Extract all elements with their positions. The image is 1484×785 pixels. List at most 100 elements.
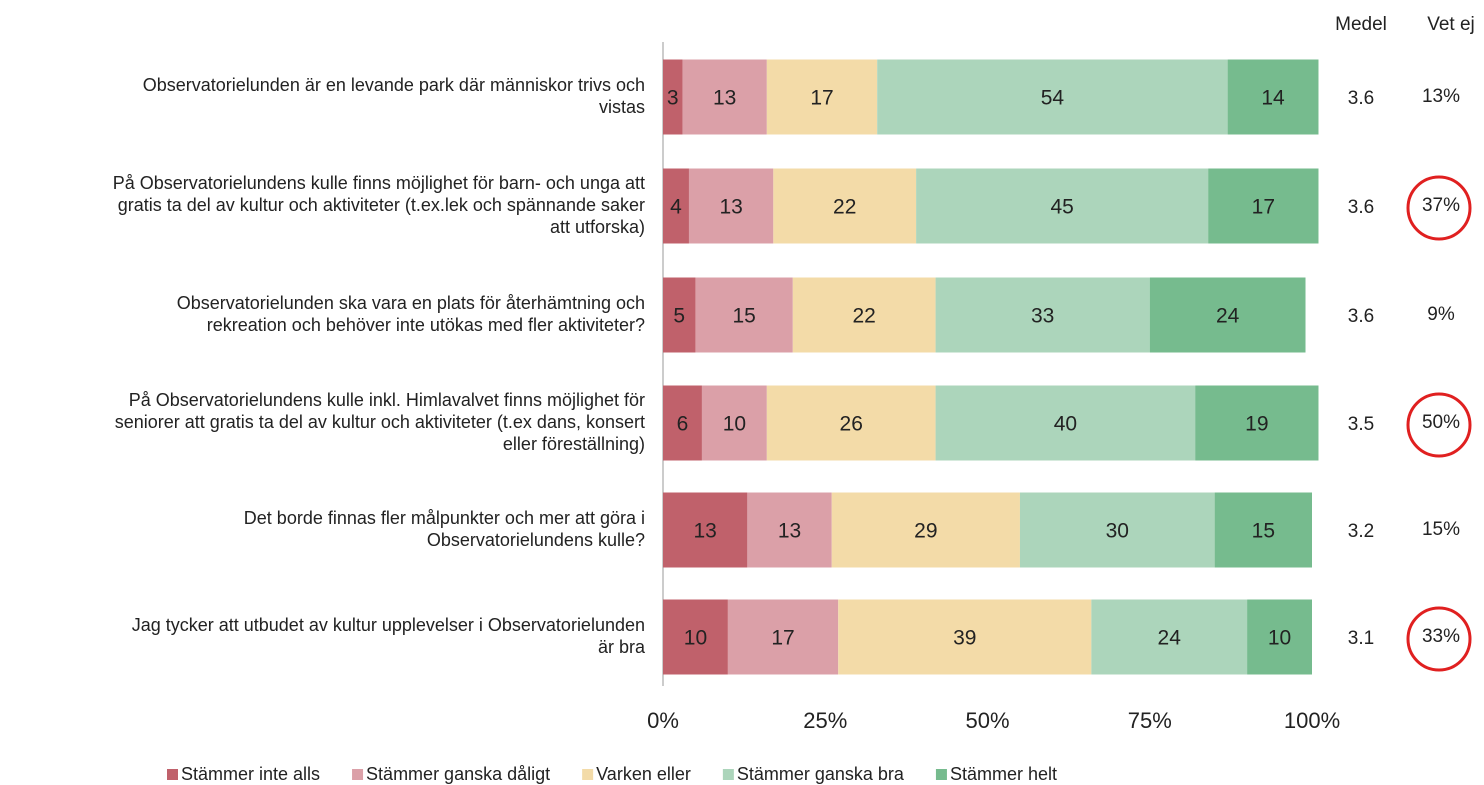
data-label: 13 <box>694 520 717 543</box>
data-label: 6 <box>677 413 689 436</box>
data-label: 24 <box>1216 305 1240 328</box>
x-tick-label: 100% <box>1284 708 1340 733</box>
data-label: 24 <box>1158 627 1182 650</box>
medel-value: 3.6 <box>1348 306 1374 327</box>
highlight-circle <box>1406 175 1472 241</box>
highlight-circle <box>1406 392 1472 458</box>
vet-ej-value: 15% <box>1422 519 1460 540</box>
data-label: 17 <box>771 627 794 650</box>
data-label: 26 <box>840 413 863 436</box>
bar-segment <box>1227 59 1319 135</box>
vet-ej-value: 50% <box>1422 412 1460 433</box>
category-label: är bra <box>598 637 646 657</box>
bar-segment <box>663 168 689 244</box>
data-label: 22 <box>853 305 876 328</box>
category-label: På Observatorielundens kulle inkl. Himla… <box>129 390 645 410</box>
medel-value: 3.5 <box>1348 414 1374 435</box>
data-label: 13 <box>719 196 742 219</box>
bar-segment <box>663 59 683 135</box>
vet-ej-value: 37% <box>1422 195 1460 216</box>
data-label: 40 <box>1054 413 1077 436</box>
category-label: Det borde finnas fler målpunkter och mer… <box>244 508 645 528</box>
x-tick-label: 0% <box>647 708 679 733</box>
data-label: 17 <box>1252 196 1275 219</box>
bar-segment <box>701 385 767 461</box>
legend-label: Stämmer ganska bra <box>737 764 905 784</box>
legend-label: Stämmer inte alls <box>181 764 320 784</box>
bar-segment <box>663 599 728 675</box>
bar-segment <box>766 385 936 461</box>
category-label: Jag tycker att utbudet av kultur uppleve… <box>132 615 645 635</box>
bar-segment <box>1214 492 1312 568</box>
bar-segment <box>1019 492 1215 568</box>
bar-segment <box>792 277 936 353</box>
bar-segment <box>682 59 767 135</box>
bar-segment <box>1208 168 1319 244</box>
bar-segment <box>688 168 774 244</box>
legend-label: Varken eller <box>596 764 691 784</box>
bar-segment <box>916 168 1209 244</box>
bar-segment <box>1247 599 1312 675</box>
data-label: 19 <box>1245 413 1268 436</box>
vet-ej-value: 9% <box>1427 304 1455 325</box>
category-label: Observatorielundens kulle? <box>427 530 645 550</box>
x-tick-label: 75% <box>1128 708 1172 733</box>
x-tick-label: 25% <box>803 708 847 733</box>
data-label: 17 <box>810 87 833 110</box>
bar-segment <box>663 277 696 353</box>
category-label: gratis ta del av kultur och aktiviteter … <box>118 195 645 215</box>
bar-segment <box>877 59 1228 135</box>
medel-value: 3.1 <box>1348 628 1374 649</box>
category-label: vistas <box>599 97 645 117</box>
data-label: 10 <box>723 413 746 436</box>
x-tick-label: 50% <box>965 708 1009 733</box>
category-label: eller föreställning) <box>503 434 645 454</box>
bar-segment <box>831 492 1020 568</box>
data-label: 15 <box>1252 520 1275 543</box>
category-label: att utforska) <box>550 217 645 237</box>
bar-segment <box>695 277 793 353</box>
data-label: 30 <box>1106 520 1129 543</box>
legend-swatch <box>352 769 364 780</box>
bar-segment <box>838 599 1092 675</box>
bar-segment <box>727 599 839 675</box>
legend-swatch <box>935 769 947 780</box>
medel-value: 3.2 <box>1348 521 1374 542</box>
column-header: Vet ej <box>1427 14 1475 35</box>
bar-segment <box>773 168 917 244</box>
vet-ej-value: 13% <box>1422 86 1460 107</box>
data-label: 14 <box>1261 87 1285 110</box>
highlight-circle <box>1406 606 1472 672</box>
data-label: 5 <box>673 305 685 328</box>
bar-segment <box>747 492 832 568</box>
medel-value: 3.6 <box>1348 88 1374 109</box>
vet-ej-value: 33% <box>1422 626 1460 647</box>
bar-segment <box>1091 599 1248 675</box>
bar-segment <box>1149 277 1306 353</box>
data-label: 13 <box>713 87 736 110</box>
data-label: 13 <box>778 520 801 543</box>
data-label: 45 <box>1050 196 1073 219</box>
bar-segment <box>663 492 748 568</box>
category-label: seniorer att gratis ta del av kultur och… <box>115 412 645 432</box>
data-label: 29 <box>914 520 937 543</box>
legend-swatch <box>582 769 594 780</box>
legend-label: Stämmer ganska dåligt <box>366 764 550 784</box>
legend-swatch <box>167 769 178 780</box>
category-label: rekreation och behöver inte utökas med f… <box>207 315 645 335</box>
column-header: Medel <box>1335 14 1387 35</box>
legend-swatch <box>722 769 734 780</box>
data-label: 39 <box>953 627 976 650</box>
category-label: Observatorielunden är en levande park dä… <box>143 75 645 95</box>
data-label: 3 <box>667 87 679 110</box>
data-label: 54 <box>1041 87 1065 110</box>
category-label: Observatorielunden ska vara en plats för… <box>177 293 645 313</box>
data-label: 10 <box>1268 627 1291 650</box>
bar-segment <box>935 277 1150 353</box>
category-label: På Observatorielundens kulle finns möjli… <box>113 173 645 193</box>
medel-value: 3.6 <box>1348 197 1374 218</box>
legend-label: Stämmer helt <box>950 764 1057 784</box>
bar-segment <box>766 59 878 135</box>
data-label: 10 <box>684 627 707 650</box>
